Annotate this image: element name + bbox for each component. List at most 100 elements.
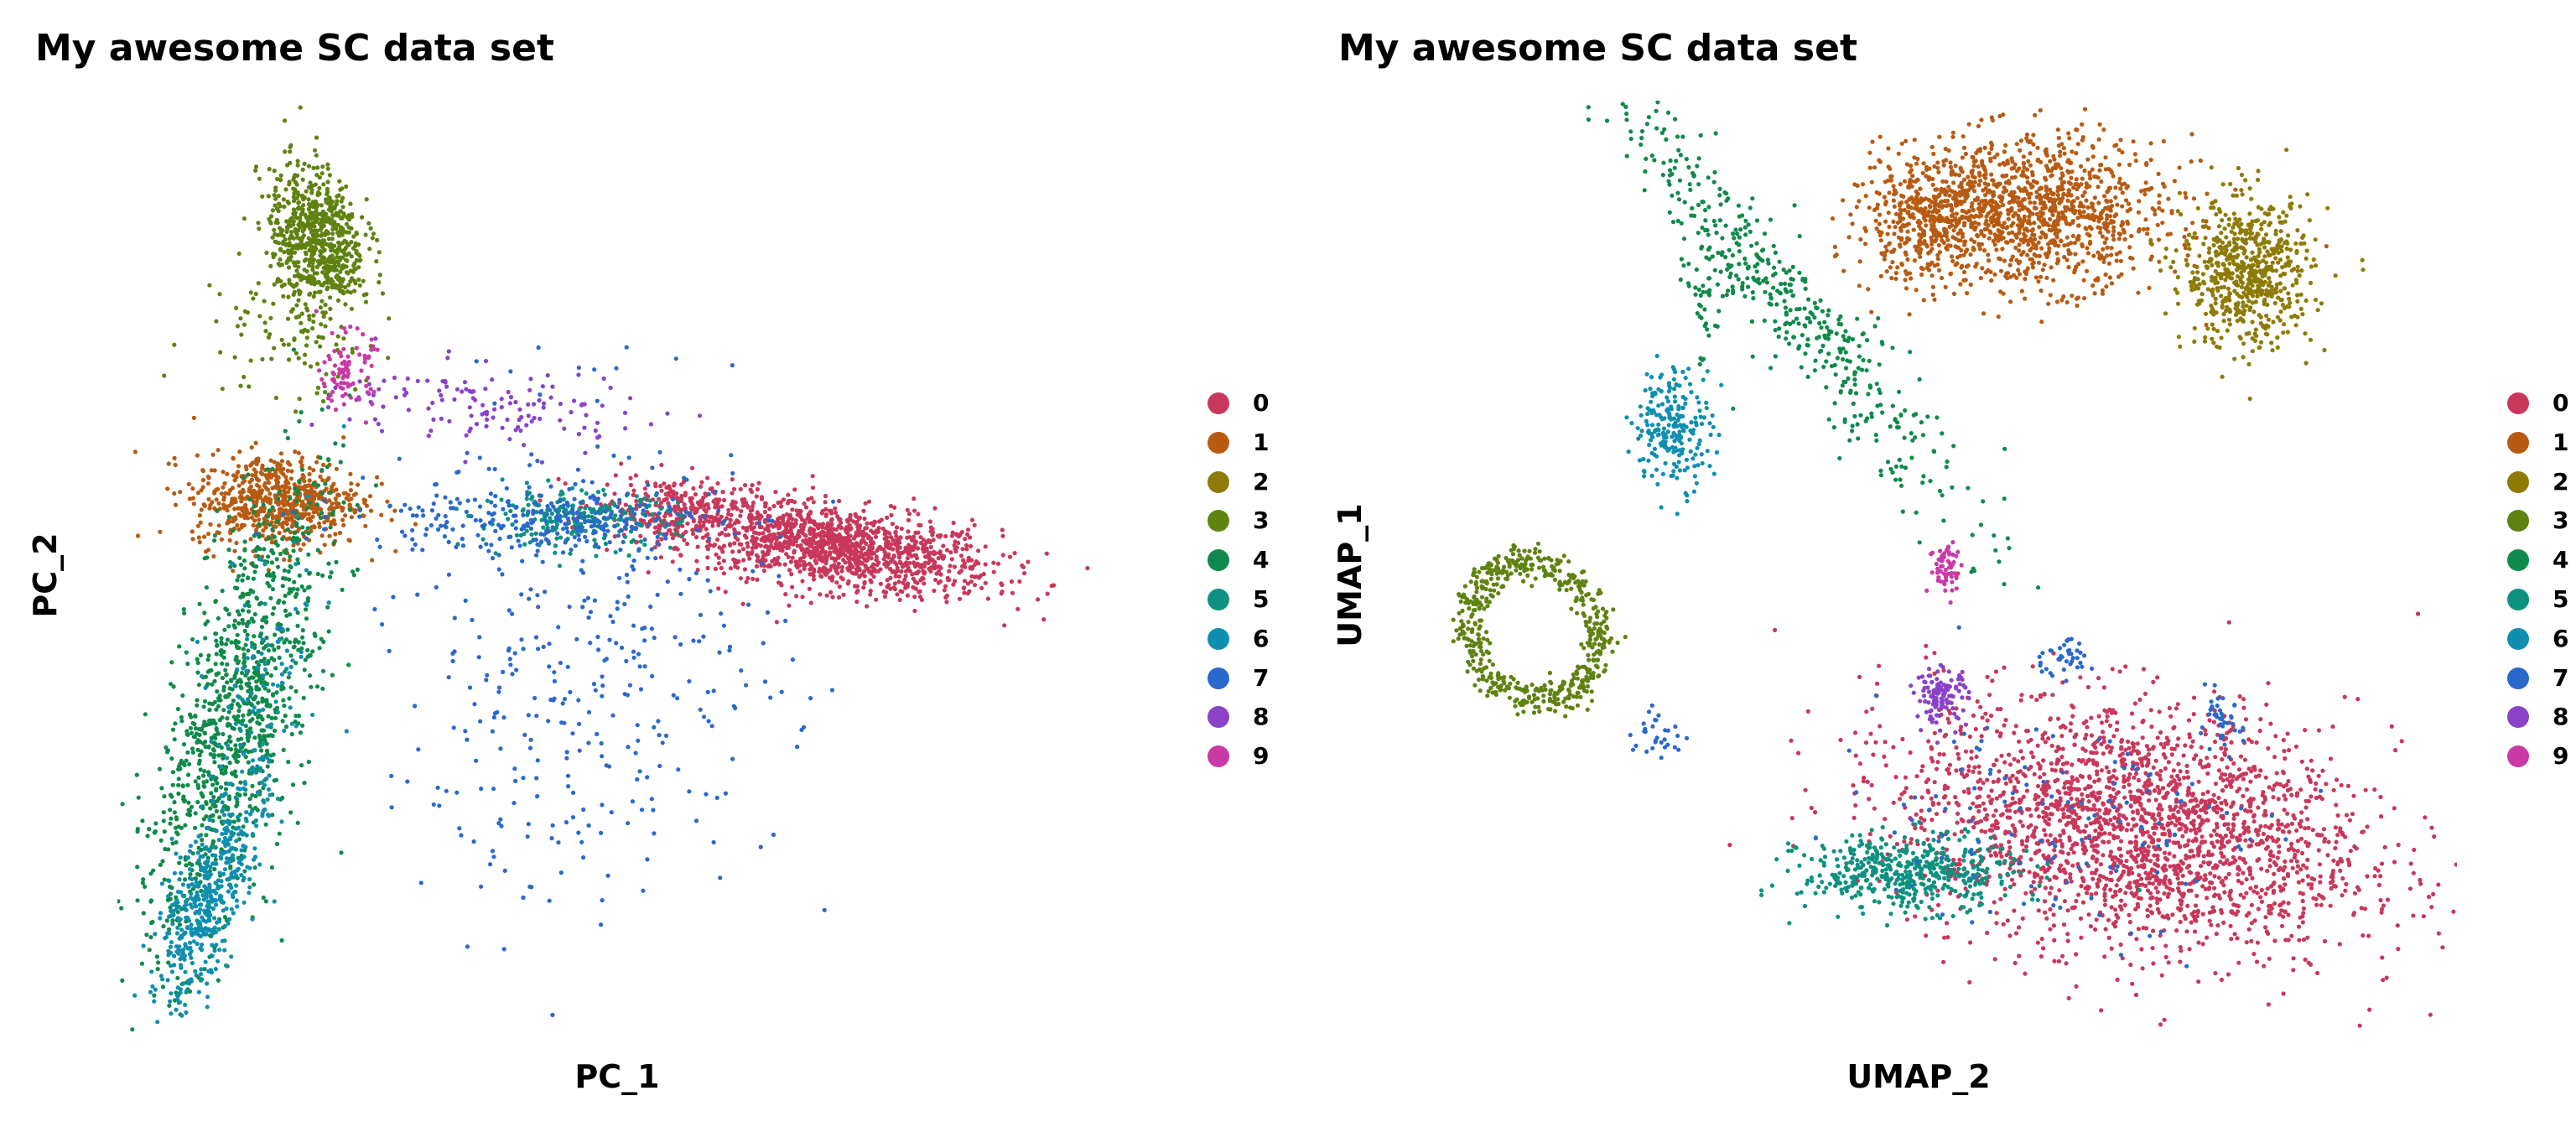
point-cluster-4	[293, 510, 299, 515]
point-cluster-0	[895, 548, 900, 553]
point-cluster-3	[300, 167, 305, 172]
point-cluster-4	[222, 627, 227, 632]
point-cluster-0	[896, 574, 901, 579]
point-cluster-0	[613, 473, 618, 478]
point-cluster-0	[808, 600, 813, 605]
point-cluster-4	[283, 608, 288, 614]
point-cluster-1	[269, 540, 274, 545]
point-cluster-1	[347, 502, 352, 507]
point-cluster-4	[256, 700, 261, 705]
point-cluster-6	[251, 654, 256, 659]
point-cluster-4	[174, 817, 179, 822]
point-cluster-0	[910, 572, 915, 577]
point-cluster-0	[838, 534, 843, 539]
point-cluster-4	[264, 620, 269, 625]
point-cluster-1	[352, 510, 357, 515]
point-cluster-4	[305, 647, 310, 653]
point-cluster-4	[199, 727, 204, 732]
point-cluster-3	[311, 313, 316, 318]
point-cluster-1	[243, 514, 248, 519]
point-cluster-3	[315, 361, 320, 366]
point-cluster-6	[178, 990, 183, 995]
point-cluster-3	[285, 248, 290, 253]
point-cluster-1	[326, 475, 331, 480]
point-cluster-7	[671, 693, 676, 698]
point-cluster-4	[270, 505, 275, 510]
point-cluster-0	[792, 550, 797, 555]
point-cluster-4	[214, 787, 219, 793]
point-cluster-0	[713, 515, 718, 520]
point-cluster-6	[275, 709, 280, 715]
point-cluster-4	[226, 807, 231, 812]
point-cluster-6	[235, 868, 240, 873]
point-cluster-1	[385, 499, 390, 504]
point-cluster-4	[309, 684, 314, 689]
point-cluster-6	[222, 948, 227, 953]
point-cluster-6	[194, 973, 199, 978]
point-cluster-6	[250, 644, 255, 649]
point-cluster-4	[216, 796, 221, 801]
point-cluster-6	[226, 704, 231, 709]
point-cluster-7	[580, 558, 585, 564]
point-cluster-1	[277, 511, 283, 516]
point-cluster-0	[976, 548, 981, 553]
point-cluster-1	[343, 513, 348, 518]
point-cluster-0	[739, 542, 744, 547]
point-cluster-6	[198, 907, 203, 912]
point-cluster-0	[802, 566, 807, 572]
point-cluster-4	[168, 792, 173, 797]
point-cluster-4	[273, 728, 278, 734]
point-cluster-7	[549, 836, 554, 841]
point-cluster-3	[299, 311, 304, 316]
point-cluster-1	[280, 494, 285, 499]
point-cluster-6	[239, 848, 244, 853]
point-cluster-3	[320, 398, 326, 404]
point-cluster-3	[380, 291, 386, 296]
point-cluster-6	[341, 423, 346, 428]
point-cluster-6	[250, 758, 256, 763]
point-cluster-3	[289, 216, 294, 221]
point-cluster-0	[745, 526, 750, 531]
point-cluster-6	[198, 867, 204, 873]
point-cluster-0	[809, 544, 814, 549]
point-cluster-3	[325, 189, 330, 195]
point-cluster-0	[851, 519, 856, 524]
point-cluster-0	[1041, 617, 1046, 622]
point-cluster-7	[727, 644, 733, 649]
point-cluster-5	[577, 506, 582, 512]
point-cluster-0	[932, 549, 937, 554]
point-cluster-1	[321, 462, 326, 467]
point-cluster-4	[275, 543, 280, 548]
point-cluster-0	[779, 583, 784, 588]
point-cluster-0	[678, 509, 683, 514]
point-cluster-3	[323, 390, 328, 395]
point-cluster-3	[345, 258, 350, 263]
point-cluster-0	[896, 579, 901, 584]
point-cluster-3	[344, 252, 349, 257]
point-cluster-0	[716, 561, 722, 566]
point-cluster-6	[230, 870, 235, 875]
point-cluster-6	[254, 823, 259, 828]
point-cluster-4	[221, 655, 226, 660]
point-cluster-4	[303, 657, 308, 662]
point-cluster-4	[152, 830, 157, 835]
point-cluster-1	[280, 521, 285, 526]
point-cluster-7	[759, 561, 764, 566]
point-cluster-0	[784, 552, 789, 557]
point-cluster-4	[314, 502, 319, 507]
point-cluster-4	[184, 729, 190, 734]
point-cluster-3	[311, 239, 316, 244]
point-cluster-4	[188, 872, 193, 877]
point-cluster-6	[250, 832, 255, 837]
point-cluster-0	[693, 492, 699, 497]
point-cluster-5	[583, 528, 588, 533]
point-cluster-4	[330, 510, 335, 515]
point-cluster-4	[211, 734, 216, 739]
point-cluster-4	[204, 833, 209, 838]
point-cluster-4	[280, 537, 285, 542]
point-cluster-3	[232, 355, 237, 360]
point-cluster-0	[763, 558, 768, 563]
point-cluster-1	[320, 478, 325, 483]
point-cluster-0	[911, 561, 917, 566]
point-cluster-0	[1010, 590, 1015, 595]
